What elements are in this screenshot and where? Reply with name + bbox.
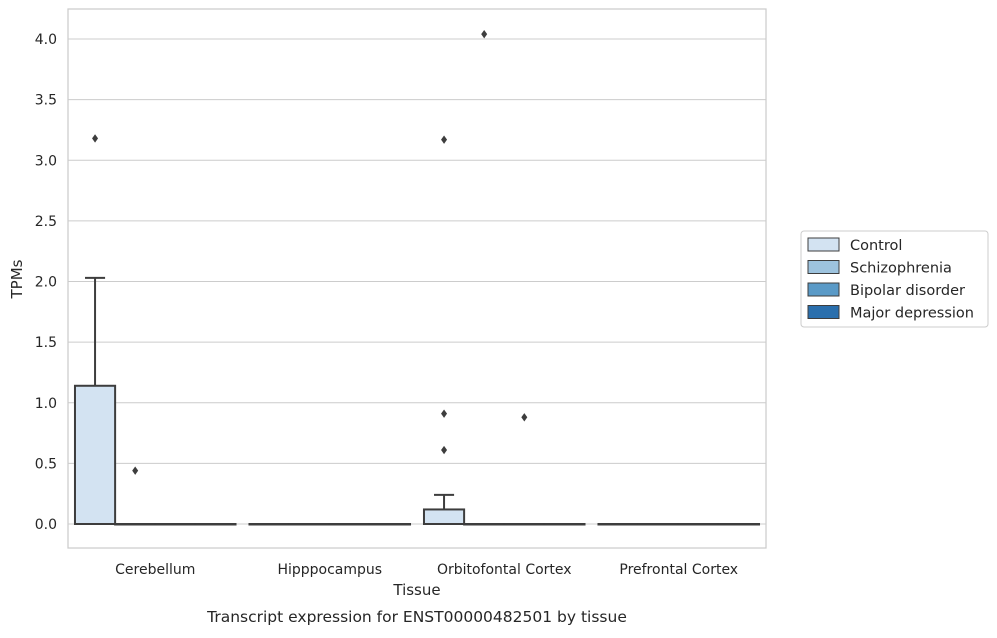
legend-label: Major depression	[850, 306, 974, 322]
x-tick-label: Prefrontal Cortex	[619, 562, 738, 578]
legend-swatch	[807, 237, 840, 252]
box-0-2	[154, 523, 197, 526]
outlier-point	[132, 466, 139, 475]
gridlines	[68, 38, 766, 525]
box-2-2	[503, 413, 546, 526]
x-tick-label: Cerebellum	[115, 562, 195, 578]
box-3-3	[717, 523, 761, 526]
box-1-1	[288, 523, 331, 526]
x-axis-label: Tissue	[392, 581, 440, 599]
x-tick-label: Hipppocampus	[277, 562, 382, 578]
box-rect	[73, 384, 117, 525]
outlier-point	[441, 445, 448, 455]
boxes-layer	[73, 29, 761, 526]
outlier-point	[441, 135, 448, 144]
legend-swatch	[807, 282, 840, 297]
box-2-0	[422, 135, 466, 526]
legend: Control Schizophrenia Bipolar disorder Majo…	[800, 230, 989, 328]
x-tick-labels: Cerebellum Hipppocampus Orbitofontal Corte…	[115, 562, 738, 578]
chart-caption: Transcript expression for ENST0000048250…	[206, 608, 627, 626]
outlier-point	[481, 29, 488, 39]
box-0-1	[114, 466, 157, 526]
legend-label: Schizophrenia	[850, 261, 952, 277]
outlier-point	[92, 134, 99, 143]
legend-swatch	[807, 305, 840, 319]
y-tick-labels: 0.0 0.5 1.0 1.5 2.0 2.5 3.0 3.5 4.0	[35, 32, 57, 533]
y-tick-label: 0.0	[35, 517, 57, 533]
box-0-0	[73, 134, 117, 525]
legend-label: Control	[850, 238, 902, 254]
box-1-3	[368, 523, 412, 526]
box-1-0	[248, 523, 291, 526]
box-2-3	[543, 523, 586, 526]
box-2-1	[463, 29, 506, 526]
y-tick-label: 4.0	[35, 32, 57, 48]
legend-swatch	[807, 260, 840, 274]
box-rect	[422, 508, 466, 526]
y-tick-label: 0.5	[35, 456, 57, 472]
y-tick-label: 2.5	[35, 214, 57, 230]
box-0-3	[194, 523, 237, 526]
y-tick-label: 1.0	[35, 396, 57, 412]
y-tick-label: 2.0	[35, 275, 57, 291]
box-3-1	[637, 523, 680, 526]
box-1-2	[328, 523, 371, 526]
plot-frame	[67, 8, 767, 549]
outlier-point	[521, 413, 528, 422]
outlier-point	[441, 409, 448, 418]
box-3-2	[677, 523, 720, 526]
y-axis-label: TPMs	[8, 259, 26, 299]
x-tick-label: Orbitofontal Cortex	[437, 562, 572, 578]
box-3-0	[597, 523, 640, 526]
legend-label: Bipolar disorder	[850, 283, 965, 299]
legend-frame	[800, 230, 989, 328]
y-tick-label: 1.5	[35, 335, 57, 351]
y-tick-label: 3.0	[35, 153, 57, 169]
y-tick-label: 3.5	[35, 93, 57, 109]
